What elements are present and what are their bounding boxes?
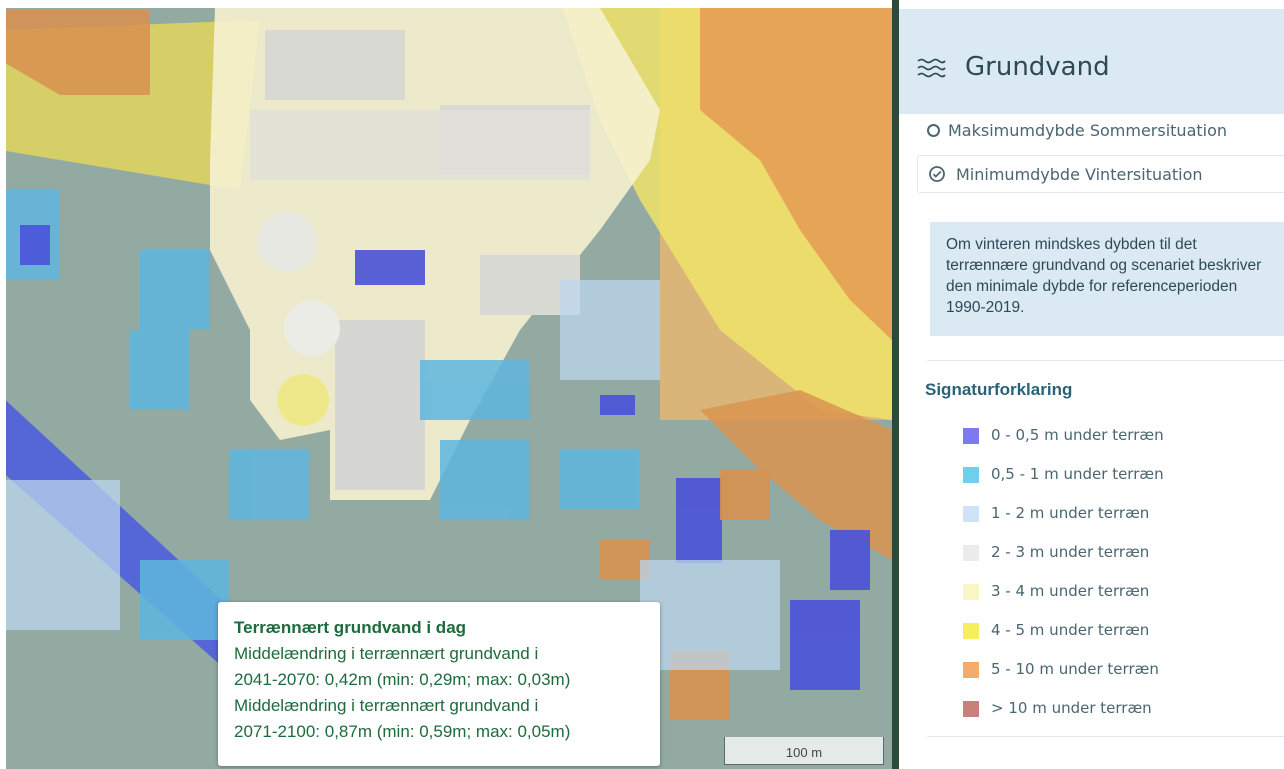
option-label: Maksimumdybde Sommersituation <box>948 120 1228 140</box>
tank-1 <box>257 212 317 272</box>
popup-title: Terrænnært grundvand i dag <box>234 618 467 637</box>
legend-label: 4 - 5 m under terræn <box>991 621 1150 639</box>
map-left-edge <box>0 0 6 769</box>
zone-blue-cells <box>0 190 640 640</box>
popup-line: Middelændring i terrænnært grundvand i <box>234 644 539 663</box>
map-top-edge <box>0 0 892 8</box>
option-maksimumdybde[interactable]: Maksimumdybde Sommersituation <box>927 115 1227 145</box>
divider-line <box>927 360 1284 361</box>
legend-item: > 10 m under terræn <box>963 699 1164 738</box>
legend-item: 1 - 2 m under terræn <box>963 504 1164 543</box>
map-panel-divider[interactable] <box>892 0 899 769</box>
zone-orange-cells <box>600 470 770 720</box>
option-minimumdybde[interactable]: Minimumdybde Vintersituation <box>917 155 1284 193</box>
panel-header: Grundvand <box>899 9 1284 114</box>
divider-line <box>927 736 1284 737</box>
option-label: Minimumdybde Vintersituation <box>956 164 1203 184</box>
building-5 <box>335 320 425 490</box>
map-layers <box>0 0 892 720</box>
zone-orange-ne <box>700 0 892 340</box>
legend-swatch <box>963 701 979 717</box>
legend-swatch <box>963 467 979 483</box>
scale-bar: 100 m <box>724 737 884 765</box>
legend-title: Signaturforklaring <box>925 380 1073 399</box>
legend-label: > 10 m under terræn <box>991 699 1152 717</box>
popup-line: Middelændring i terrænnært grundvand i <box>234 696 539 715</box>
legend-label: 1 - 2 m under terræn <box>991 504 1150 522</box>
legend-label: 5 - 10 m under terræn <box>991 660 1159 678</box>
legend-swatch <box>963 662 979 678</box>
legend-label: 3 - 4 m under terræn <box>991 582 1150 600</box>
popup-line: 2071-2100: 0,87m (min: 0,59m; max: 0,05m… <box>234 722 571 741</box>
popup-line: 2041-2070: 0,42m (min: 0,29m; max: 0,03m… <box>234 670 571 689</box>
legend-swatch <box>963 506 979 522</box>
building-1 <box>265 30 405 100</box>
legend-label: 0 - 0,5 m under terræn <box>991 426 1164 444</box>
legend-swatch <box>963 428 979 444</box>
legend-item: 4 - 5 m under terræn <box>963 621 1164 660</box>
tank-2 <box>284 300 340 356</box>
legend-label: 0,5 - 1 m under terræn <box>991 465 1164 483</box>
legend-swatch <box>963 584 979 600</box>
feature-popup: Terrænnært grundvand i dag Middelændring… <box>218 602 660 766</box>
water-waves-icon <box>917 58 946 78</box>
legend-label: 2 - 3 m under terræn <box>991 543 1150 561</box>
tank-3 <box>277 374 329 426</box>
zone-lightblue-cells <box>0 280 780 670</box>
legend-swatch <box>963 545 979 561</box>
panel-top-strip <box>899 0 1284 9</box>
legend-item: 0,5 - 1 m under terræn <box>963 465 1164 504</box>
zone-darkblue-cells <box>20 225 870 690</box>
building-3 <box>250 110 590 180</box>
legend-item: 3 - 4 m under terræn <box>963 582 1164 621</box>
zone-orange-se <box>700 390 892 560</box>
radio-empty-icon <box>927 123 940 137</box>
zone-orange-nw <box>0 10 150 95</box>
scenario-description: Om vinteren mindskes dybden til det terr… <box>930 222 1284 336</box>
legend-list: 0 - 0,5 m under terræn 0,5 - 1 m under t… <box>963 426 1164 738</box>
check-circle-icon <box>929 166 945 182</box>
legend-item: 5 - 10 m under terræn <box>963 660 1164 699</box>
legend-item: 2 - 3 m under terræn <box>963 543 1164 582</box>
layer-panel: Grundvand Maksimumdybde Sommersituation … <box>899 0 1284 769</box>
legend-item: 0 - 0,5 m under terræn <box>963 426 1164 465</box>
panel-title: Grundvand <box>965 52 1110 82</box>
legend-swatch <box>963 623 979 639</box>
map-view[interactable]: Terrænnært grundvand i dag Middelændring… <box>0 0 892 769</box>
